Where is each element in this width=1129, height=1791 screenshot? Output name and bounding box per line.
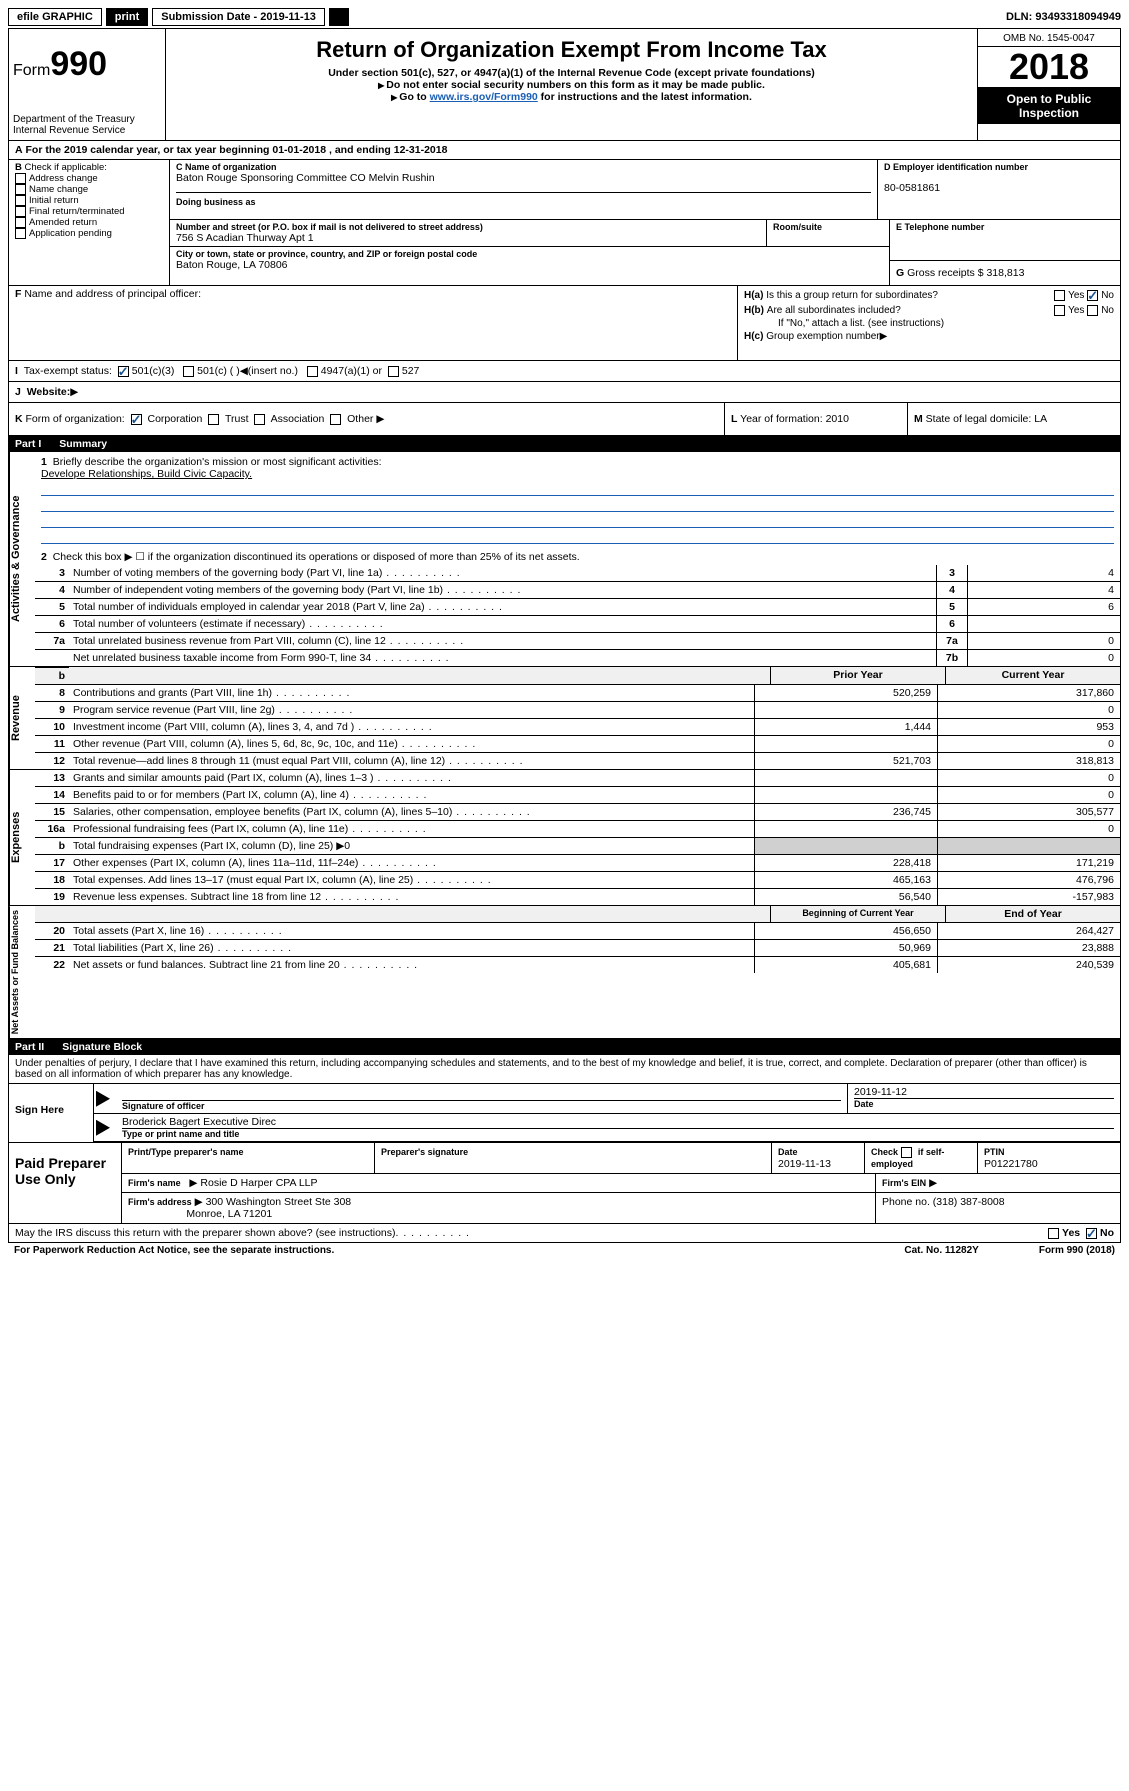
- perjury-text: Under penalties of perjury, I declare th…: [9, 1055, 1120, 1083]
- dln-text: DLN: 93493318094949: [1006, 11, 1121, 23]
- line-row: 19Revenue less expenses. Subtract line 1…: [35, 888, 1120, 905]
- year-box: OMB No. 1545-0047 2018 Open to PublicIns…: [977, 29, 1120, 140]
- line-row: 5Total number of individuals employed in…: [35, 598, 1120, 615]
- form-title-box: Return of Organization Exempt From Incom…: [166, 29, 977, 140]
- room-box: Room/suite: [767, 220, 889, 246]
- line-row: 17Other expenses (Part IX, column (A), l…: [35, 854, 1120, 871]
- line-row: 15Salaries, other compensation, employee…: [35, 803, 1120, 820]
- line-row: 6Total number of volunteers (estimate if…: [35, 615, 1120, 632]
- arrow-icon: [96, 1091, 110, 1107]
- officer-box: F Name and address of principal officer:: [9, 286, 738, 360]
- mission-box: 1 Briefly describe the organization's mi…: [35, 452, 1120, 549]
- line-row: 9Program service revenue (Part VIII, lin…: [35, 701, 1120, 718]
- line-row: 13Grants and similar amounts paid (Part …: [35, 770, 1120, 786]
- dropdown-button[interactable]: [329, 8, 349, 26]
- part2-header: Part II Signature Block: [9, 1039, 1120, 1055]
- website-row: J Website: ▶: [9, 382, 1120, 403]
- group-return-box: H(a) Is this a group return for subordin…: [738, 286, 1120, 360]
- arrow-icon: [96, 1120, 110, 1136]
- ein-box: D Employer identification number 80-0581…: [878, 160, 1120, 219]
- line-row: 3Number of voting members of the governi…: [35, 565, 1120, 581]
- form-id-box: Form990 Department of the Treasury Inter…: [9, 29, 166, 140]
- telephone-box: E Telephone number: [890, 220, 1120, 261]
- line-row: 20Total assets (Part X, line 16)456,6502…: [35, 922, 1120, 939]
- line-row: bTotal fundraising expenses (Part IX, co…: [35, 837, 1120, 854]
- form-of-org: K Form of organization: Corporation Trus…: [9, 403, 724, 435]
- sign-date: 2019-11-12 Date: [847, 1084, 1120, 1113]
- line-row: 12Total revenue—add lines 8 through 11 (…: [35, 752, 1120, 769]
- state-domicile: M State of legal domicile: LA: [907, 403, 1120, 435]
- gross-receipts: G Gross receipts $ 318,813: [890, 261, 1120, 285]
- line-row: 4Number of independent voting members of…: [35, 581, 1120, 598]
- line-row: 7aTotal unrelated business revenue from …: [35, 632, 1120, 649]
- officer-signature: Signature of officer: [116, 1084, 847, 1113]
- officer-name: Broderick Bagert Executive Direc Type or…: [116, 1114, 1120, 1141]
- revenue-label: Revenue: [9, 667, 35, 769]
- org-name-box: C Name of organization Baton Rouge Spons…: [170, 160, 878, 219]
- line-row: 11Other revenue (Part VIII, column (A), …: [35, 735, 1120, 752]
- line-row: 21Total liabilities (Part X, line 26)50,…: [35, 939, 1120, 956]
- box-b-checkboxes: B Check if applicable: Address change Na…: [9, 160, 170, 285]
- footer: For Paperwork Reduction Act Notice, see …: [8, 1243, 1121, 1258]
- row-a-tax-year: A For the 2019 calendar year, or tax yea…: [9, 141, 1120, 160]
- year-formation: L Year of formation: 2010: [724, 403, 907, 435]
- line-row: 14Benefits paid to or for members (Part …: [35, 786, 1120, 803]
- instructions-link[interactable]: www.irs.gov/Form990: [430, 91, 538, 103]
- expenses-label: Expenses: [9, 770, 35, 905]
- line-row: Net unrelated business taxable income fr…: [35, 649, 1120, 666]
- submission-date-button[interactable]: Submission Date - 2019-11-13: [152, 8, 325, 26]
- line-row: 18Total expenses. Add lines 13–17 (must …: [35, 871, 1120, 888]
- governance-label: Activities & Governance: [9, 452, 35, 666]
- line-row: 8Contributions and grants (Part VIII, li…: [35, 684, 1120, 701]
- line-row: 16aProfessional fundraising fees (Part I…: [35, 820, 1120, 837]
- tax-status-row: I Tax-exempt status: 501(c)(3) 501(c) ( …: [9, 361, 1120, 382]
- part1-header: Part I Summary: [9, 436, 1120, 452]
- street-box: Number and street (or P.O. box if mail i…: [170, 220, 767, 246]
- netassets-label: Net Assets or Fund Balances: [9, 906, 35, 1038]
- line-row: 10Investment income (Part VIII, column (…: [35, 718, 1120, 735]
- sign-here-label: Sign Here: [9, 1084, 94, 1142]
- discuss-row: May the IRS discuss this return with the…: [9, 1224, 1120, 1242]
- city-box: City or town, state or province, country…: [170, 247, 889, 273]
- efile-button[interactable]: efile GRAPHIC: [8, 8, 102, 26]
- line-row: 22Net assets or fund balances. Subtract …: [35, 956, 1120, 973]
- print-button[interactable]: print: [106, 8, 148, 26]
- paid-preparer-label: Paid Preparer Use Only: [9, 1143, 122, 1223]
